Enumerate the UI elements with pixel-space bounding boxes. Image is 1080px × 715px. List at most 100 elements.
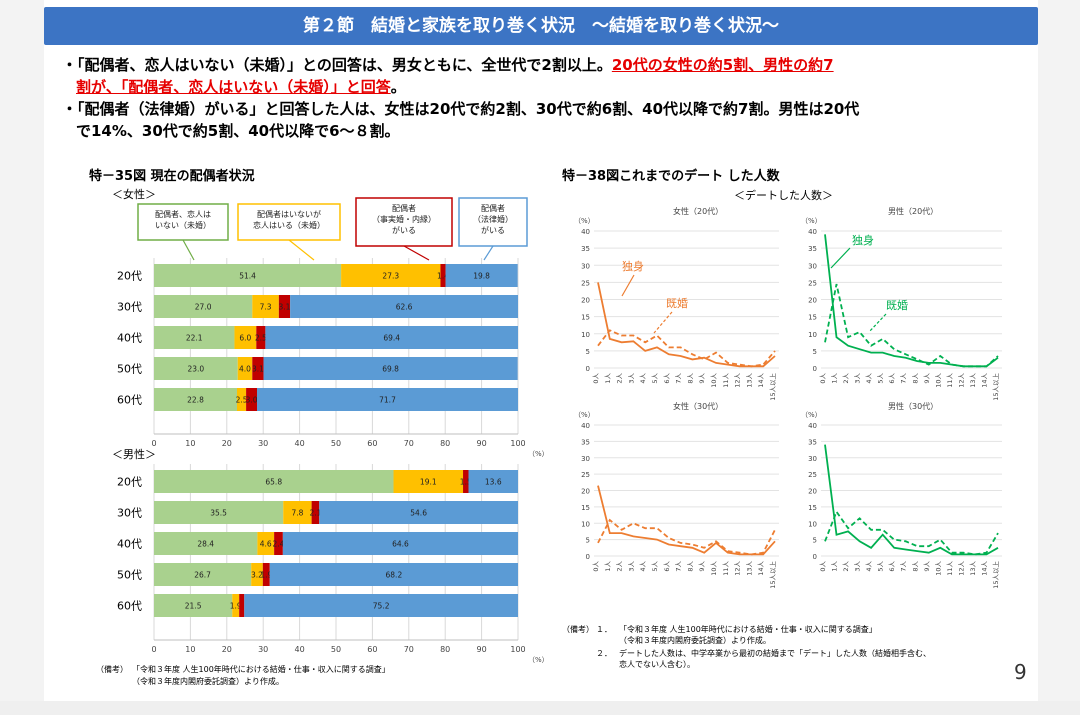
line-panel-2-y-tick-label: 20 (808, 297, 817, 305)
male-bar-bar-segment (311, 501, 320, 524)
line-panel-4-y-tick-label: 35 (808, 438, 817, 446)
female-bar-x-tick-label: 80 (440, 439, 450, 448)
line-panel-3-series-line (597, 518, 776, 556)
line-panel-1-x-tick-label: 4人 (639, 373, 647, 384)
legend-leader (483, 245, 494, 261)
line-panel-4-x-tick-label: 15人以上 (991, 561, 1000, 589)
female-bar-category-label: 20代 (117, 270, 142, 283)
female-bar-category-label: 60代 (117, 394, 142, 407)
left-note-label: （備考） (96, 664, 128, 674)
line-panel-3-y-tick-label: 20 (581, 488, 590, 496)
male-bar-bar-segment (239, 594, 245, 617)
bullet-1-end: 。 (390, 78, 406, 96)
line-panel-1-y-tick-label: 15 (581, 314, 590, 322)
line-panel-2-title: 男性（20代） (888, 206, 938, 216)
male-bar-category-label: 60代 (117, 600, 142, 613)
female-bar-data-label: 4.0 (239, 365, 251, 374)
female-bar-category-label: 30代 (117, 301, 142, 314)
line-panel-1-series-line (597, 329, 776, 368)
male-bar-data-label: 28.4 (197, 540, 214, 549)
legend-label: がいる (392, 225, 416, 235)
line-panel-2-x-tick-label: 0人 (819, 373, 827, 384)
slide: 第２節 結婚と家族を取り巻く状況 ～結婚を取り巻く状況～ ・「配偶者、恋人はいな… (44, 0, 1038, 701)
male-bar-x-unit: （%） (528, 656, 549, 664)
line-panel-1-y-tick-label: 10 (581, 331, 590, 339)
line-panel-2-x-tick-label: 12人 (957, 373, 965, 388)
line-panel-3-x-tick-label: 7人 (675, 561, 683, 572)
female-bar-data-label: 27.0 (195, 303, 212, 312)
arrow-married-male (868, 313, 887, 333)
arrow-single-female (621, 274, 635, 297)
charts-canvas: 特－35図 現在の配偶者状況 ＜女性＞ ＜男性＞ （備考） 「令和３年度 人生1… (89, 168, 1002, 686)
female-bar-x-tick-label: 30 (258, 439, 268, 448)
line-panel-1-x-tick-label: 2人 (616, 373, 624, 384)
line-panel-3-x-tick-label: 1人 (604, 561, 612, 572)
line-panel-1-y-tick-label: 40 (581, 228, 590, 236)
legend-leader (182, 239, 195, 261)
line-panel-3-title: 女性（30代） (673, 401, 723, 411)
line-panel-4-x-tick-label: 11人 (946, 561, 954, 576)
female-bar-data-label: 22.1 (186, 334, 203, 343)
male-bar-data-label: 21.5 (185, 602, 202, 611)
line-panel-3-y-tick-label: 0 (586, 553, 590, 561)
female-bar-bar-segment (237, 357, 253, 380)
line-panel-4-x-tick-label: 14人 (980, 561, 988, 576)
line-panel-2-y-tick-label: 25 (808, 279, 817, 287)
female-bar-data-label: 71.7 (379, 396, 396, 405)
line-panel-2-x-tick-label: 3人 (854, 373, 862, 384)
female-bar-data-label: 3.1 (252, 365, 264, 374)
male-bar-x-tick-label: 60 (367, 645, 377, 654)
line-panel-2-x-tick-label: 11人 (946, 373, 954, 388)
male-bar-bar-segment (244, 594, 518, 617)
line-panel-4-x-tick-label: 8人 (911, 561, 919, 572)
female-bar-data-label: 7.3 (260, 303, 272, 312)
line-panel-4-title: 男性（30代） (888, 401, 938, 411)
male-bar-data-label: 65.8 (265, 478, 282, 487)
line-panel-3-x-tick-label: 10人 (710, 561, 718, 576)
female-bar-bar-segment (246, 388, 258, 411)
male-bar-data-label: 64.6 (392, 540, 409, 549)
bullet-1-cont: 割が、「配偶者、恋人はいない（未婚）」と回答。 (62, 76, 1032, 98)
line-panel-1-y-tick-label: 30 (581, 262, 590, 270)
male-bar-data-label: 54.6 (410, 509, 427, 518)
line-panel-2-x-tick-label: 15人以上 (991, 373, 1000, 401)
female-bar-bar-segment (154, 264, 342, 287)
legend-leader (403, 245, 430, 261)
male-bar-bar-segment (283, 501, 312, 524)
line-panel-3-x-tick-label: 8人 (686, 561, 694, 572)
right-note-label: （備考） (562, 624, 594, 634)
legend-box (458, 197, 528, 247)
legend-box (237, 203, 341, 241)
line-panel-1-x-tick-label: 12人 (734, 373, 742, 388)
line-panel-1-x-tick-label: 7人 (675, 373, 683, 384)
male-bar-x-tick-label: 20 (222, 645, 232, 654)
line-panel-4-x-tick-label: 4人 (865, 561, 873, 572)
female-bar-data-label: 2.5 (255, 334, 267, 343)
line-panel-2-x-tick-label: 10人 (934, 373, 942, 388)
summary-bullets: ・「配偶者、恋人はいない（未婚）」との回答は、男女ともに、全世代で2割以上。20… (62, 54, 1032, 142)
label-single-male: 独身 (852, 233, 874, 247)
female-bar-data-label: 22.8 (187, 396, 204, 405)
label-single-female: 独身 (622, 259, 644, 273)
male-bar-bar-segment (274, 532, 283, 555)
female-bar-x-tick-label: 50 (331, 439, 341, 448)
male-bar-category-label: 30代 (117, 507, 142, 520)
line-panel-3-y-tick-label: 10 (581, 520, 590, 528)
right-note2-num: ２． (596, 649, 612, 658)
line-panel-3-x-tick-label: 6人 (663, 561, 671, 572)
male-bar-data-label: 1.9 (230, 602, 242, 611)
line-panel-4-series-line (824, 444, 999, 556)
legend-label: いない（未婚） (155, 220, 211, 230)
right-note1-line1: 「令和３年度 人生100年時代における結婚・仕事・収入に関する調査」 (619, 624, 877, 634)
female-bar-category-label: 50代 (117, 363, 142, 376)
line-panel-1-x-tick-label: 6人 (663, 373, 671, 384)
male-bar-data-label: 19.1 (420, 478, 437, 487)
male-bar-bar-segment (257, 532, 275, 555)
legend-leader (288, 239, 315, 261)
line-panel-2-y-unit: （%） (801, 217, 822, 225)
female-bar-data-label: 62.6 (396, 303, 413, 312)
bullet-2-cont: で14%、30代で約5割、40代以降で6～８割。 (76, 122, 400, 140)
line-panel-2-x-tick-label: 13人 (969, 373, 977, 388)
line-panel-2-x-tick-label: 9人 (923, 373, 931, 384)
line-panel-4-x-tick-label: 7人 (900, 561, 908, 572)
